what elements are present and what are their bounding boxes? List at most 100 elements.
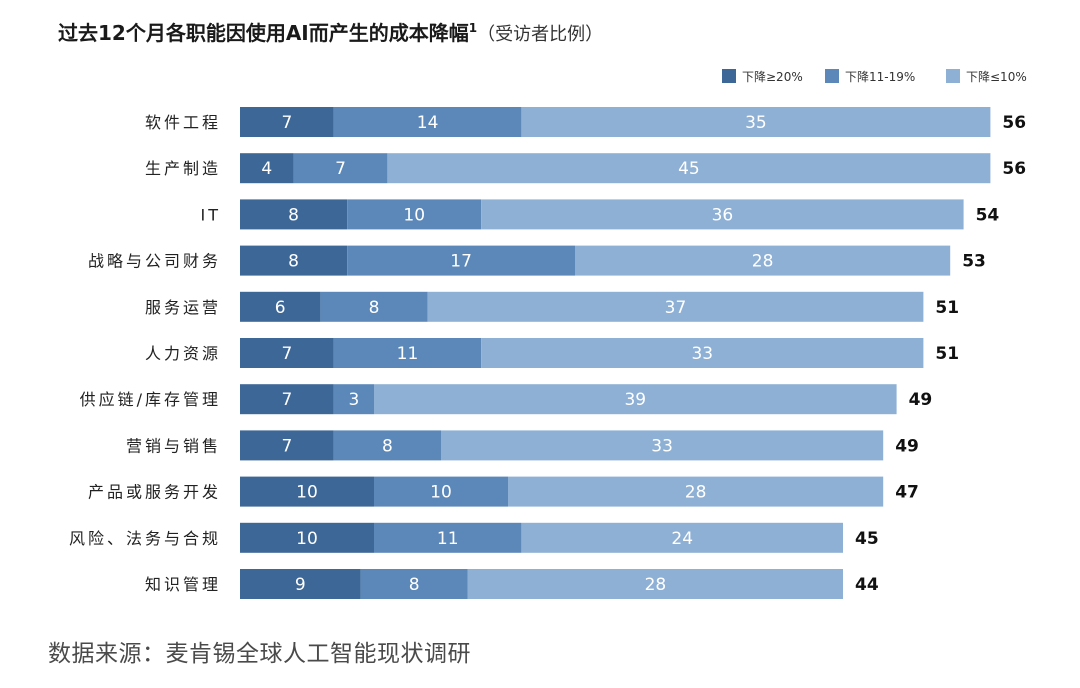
bar-segment-3 bbox=[441, 430, 884, 461]
segment-value-label: 33 bbox=[691, 344, 713, 364]
bar-segment-1 bbox=[240, 430, 334, 461]
segment-value-label: 8 bbox=[369, 298, 380, 318]
chart-title: 过去12个月各职能因使用AI而产生的成本降幅1（受访者比例） bbox=[58, 21, 603, 45]
segment-value-label: 10 bbox=[430, 483, 452, 503]
total-value-label: 49 bbox=[895, 436, 919, 456]
bar-row: 服务运营 6 8 37 51 bbox=[145, 291, 959, 322]
segment-value-label: 8 bbox=[409, 575, 420, 595]
bar-segment-3 bbox=[481, 338, 924, 368]
bar-segment-1 bbox=[240, 384, 334, 415]
bar-segment-1 bbox=[240, 153, 294, 184]
bar-segment-3 bbox=[521, 107, 991, 137]
bar-segment-2 bbox=[360, 569, 468, 599]
bar-segment-2 bbox=[333, 384, 374, 415]
segment-value-label: 28 bbox=[752, 252, 774, 272]
bar-row: 营销与销售 7 8 33 49 bbox=[126, 430, 919, 461]
total-value-label: 54 bbox=[976, 205, 1000, 225]
category-label: 风险、法务与合规 bbox=[69, 529, 221, 548]
legend-swatch-3 bbox=[946, 69, 960, 83]
legend-label-1: 下降≥20% bbox=[742, 70, 803, 84]
bar-segment-2 bbox=[333, 338, 482, 368]
segment-value-label: 39 bbox=[624, 390, 646, 410]
segment-value-label: 17 bbox=[450, 252, 472, 272]
bar-segment-1 bbox=[240, 199, 348, 230]
category-label: 战略与公司财务 bbox=[88, 252, 221, 271]
bar-segment-1 bbox=[240, 522, 374, 553]
bar-row: 风险、法务与合规 10 11 24 45 bbox=[69, 522, 879, 553]
segment-value-label: 11 bbox=[397, 344, 419, 364]
bar-segment-1 bbox=[240, 107, 334, 137]
category-label: 营销与销售 bbox=[126, 436, 221, 455]
bar-row: IT 8 10 36 54 bbox=[201, 199, 1000, 230]
bar-segment-3 bbox=[508, 476, 884, 507]
total-value-label: 44 bbox=[855, 575, 879, 595]
bar-segment-1 bbox=[240, 245, 348, 276]
legend-swatch-2 bbox=[825, 69, 839, 83]
segment-value-label: 35 bbox=[745, 113, 767, 133]
total-value-label: 51 bbox=[935, 298, 959, 318]
segment-value-label: 33 bbox=[651, 436, 673, 456]
total-value-label: 47 bbox=[895, 483, 919, 503]
segment-value-label: 37 bbox=[665, 298, 687, 318]
bar-segment-1 bbox=[240, 291, 321, 322]
bar-segment-3 bbox=[575, 245, 951, 276]
segment-value-label: 24 bbox=[671, 529, 693, 549]
category-label: 生产制造 bbox=[145, 159, 221, 178]
bar-segment-2 bbox=[347, 245, 575, 276]
total-value-label: 53 bbox=[962, 252, 986, 272]
segment-value-label: 8 bbox=[288, 205, 299, 225]
segment-value-label: 4 bbox=[261, 159, 272, 179]
bar-segment-2 bbox=[333, 107, 522, 137]
segment-value-label: 8 bbox=[288, 252, 299, 272]
segment-value-label: 8 bbox=[382, 436, 393, 456]
segment-value-label: 10 bbox=[296, 483, 318, 503]
category-label: 知识管理 bbox=[145, 575, 221, 594]
bar-row: 软件工程 7 14 35 56 bbox=[145, 107, 1026, 137]
segment-value-label: 6 bbox=[275, 298, 286, 318]
bar-segment-3 bbox=[467, 569, 843, 599]
bar-segment-3 bbox=[481, 199, 964, 230]
bar-segment-3 bbox=[521, 522, 843, 553]
total-value-label: 56 bbox=[1002, 159, 1026, 179]
bar-row: 供应链/库存管理 7 3 39 49 bbox=[80, 384, 933, 415]
legend-label-2: 下降11-19% bbox=[845, 70, 915, 84]
legend-swatch-1 bbox=[722, 69, 736, 83]
bar-segment-3 bbox=[387, 153, 991, 184]
total-value-label: 56 bbox=[1002, 113, 1026, 133]
category-label: 软件工程 bbox=[145, 113, 221, 132]
bar-segment-1 bbox=[240, 338, 334, 368]
segment-value-label: 7 bbox=[335, 159, 346, 179]
segment-value-label: 36 bbox=[712, 205, 734, 225]
bar-row: 战略与公司财务 8 17 28 53 bbox=[88, 245, 986, 276]
segment-value-label: 9 bbox=[295, 575, 306, 595]
segment-value-label: 7 bbox=[281, 113, 292, 133]
segment-value-label: 3 bbox=[348, 390, 359, 410]
bar-row: 产品或服务开发 10 10 28 47 bbox=[88, 476, 919, 507]
category-label: 供应链/库存管理 bbox=[80, 390, 221, 409]
segment-value-label: 7 bbox=[281, 436, 292, 456]
segment-value-label: 14 bbox=[417, 113, 439, 133]
category-label: 产品或服务开发 bbox=[88, 483, 221, 502]
bar-segment-2 bbox=[333, 430, 441, 461]
segment-value-label: 11 bbox=[437, 529, 459, 549]
segment-value-label: 7 bbox=[281, 390, 292, 410]
bar-row: 人力资源 7 11 33 51 bbox=[145, 338, 959, 368]
bar-segment-2 bbox=[374, 476, 508, 507]
total-value-label: 45 bbox=[855, 529, 879, 549]
bar-row: 知识管理 9 8 28 44 bbox=[145, 569, 879, 599]
bar-segment-2 bbox=[293, 153, 388, 184]
total-value-label: 49 bbox=[909, 390, 933, 410]
chart-title-main: 过去12个月各职能因使用AI而产生的成本降幅 bbox=[58, 21, 469, 45]
bar-segment-1 bbox=[240, 476, 374, 507]
chart-title-note: （受访者比例） bbox=[477, 24, 603, 45]
segment-value-label: 7 bbox=[281, 344, 292, 364]
bar-segment-2 bbox=[320, 291, 428, 322]
bar-segment-2 bbox=[347, 199, 482, 230]
segment-value-label: 45 bbox=[678, 159, 700, 179]
source-note: 数据来源：麦肯锡全球人工智能现状调研 bbox=[48, 641, 471, 667]
category-label: 人力资源 bbox=[145, 344, 221, 363]
segment-value-label: 10 bbox=[296, 529, 318, 549]
bar-row: 生产制造 4 7 45 56 bbox=[145, 153, 1026, 184]
